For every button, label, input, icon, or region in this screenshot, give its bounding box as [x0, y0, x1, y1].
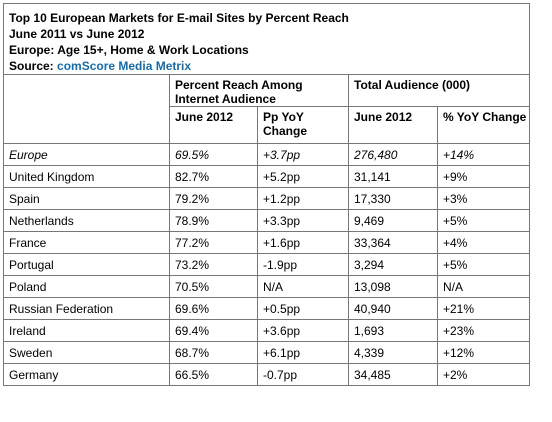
table-body: Europe 69.5% +3.7pp 276,480 +14% United Kingd… [3, 143, 530, 386]
audience-pct-yoy-cell: +2% [437, 363, 530, 386]
table-row: Germany 66.5% -0.7pp 34,485 +2% [3, 363, 530, 386]
subheader-pct-yoy: % YoY Change [437, 106, 530, 144]
reach-june-2012-cell: 78.9% [169, 209, 258, 232]
subheader-pp-yoy: Pp YoY Change [257, 106, 349, 144]
reach-june-2012-cell: 68.7% [169, 341, 258, 364]
audience-pct-yoy-cell: N/A [437, 275, 530, 298]
audience-june-2012-cell: 31,141 [348, 165, 438, 188]
market-name-cell: United Kingdom [3, 165, 170, 188]
reach-june-2012-cell: 82.7% [169, 165, 258, 188]
table-row: Poland 70.5% N/A 13,098 N/A [3, 275, 530, 298]
reach-pp-yoy-cell: +3.7pp [257, 143, 349, 166]
audience-june-2012-cell: 33,364 [348, 231, 438, 254]
audience-pct-yoy-cell: +12% [437, 341, 530, 364]
header-total-audience: Total Audience (000) [348, 74, 530, 107]
audience-pct-yoy-cell: +9% [437, 165, 530, 188]
reach-june-2012-cell: 73.2% [169, 253, 258, 276]
audience-june-2012-cell: 276,480 [348, 143, 438, 166]
market-name-cell: Ireland [3, 319, 170, 342]
title-line-2: June 2011 vs June 2012 [9, 27, 145, 41]
audience-pct-yoy-cell: +21% [437, 297, 530, 320]
audience-pct-yoy-cell: +3% [437, 187, 530, 210]
reach-june-2012-cell: 77.2% [169, 231, 258, 254]
audience-june-2012-cell: 17,330 [348, 187, 438, 210]
market-name-cell: Spain [3, 187, 170, 210]
market-name-cell: Germany [3, 363, 170, 386]
audience-pct-yoy-cell: +4% [437, 231, 530, 254]
reach-pp-yoy-cell: -0.7pp [257, 363, 349, 386]
audience-june-2012-cell: 13,098 [348, 275, 438, 298]
table-row: Portugal 73.2% -1.9pp 3,294 +5% [3, 253, 530, 276]
audience-pct-yoy-cell: +14% [437, 143, 530, 166]
title-line-3: Europe: Age 15+, Home & Work Locations [9, 43, 249, 57]
audience-june-2012-cell: 40,940 [348, 297, 438, 320]
audience-june-2012-cell: 4,339 [348, 341, 438, 364]
audience-pct-yoy-cell: +23% [437, 319, 530, 342]
market-name-cell: Netherlands [3, 209, 170, 232]
table-row: Sweden 68.7% +6.1pp 4,339 +12% [3, 341, 530, 364]
reach-pp-yoy-cell: +1.6pp [257, 231, 349, 254]
table-row: Spain 79.2% +1.2pp 17,330 +3% [3, 187, 530, 210]
market-name-cell: Sweden [3, 341, 170, 364]
reach-pp-yoy-cell: +0.5pp [257, 297, 349, 320]
table-row: United Kingdom 82.7% +5.2pp 31,141 +9% [3, 165, 530, 188]
reach-june-2012-cell: 70.5% [169, 275, 258, 298]
subheader-reach-june: June 2012 [169, 106, 258, 144]
market-name-cell: Russian Federation [3, 297, 170, 320]
reach-pp-yoy-cell: +1.2pp [257, 187, 349, 210]
source-line: Source: comScore Media Metrix [9, 58, 529, 74]
blank-header-cell [3, 74, 170, 144]
market-name-cell: Poland [3, 275, 170, 298]
table-row: Ireland 69.4% +3.6pp 1,693 +23% [3, 319, 530, 342]
source-label: Source: [9, 59, 58, 73]
header-percent-reach: Percent Reach Among Internet Audience [169, 74, 349, 107]
audience-june-2012-cell: 3,294 [348, 253, 438, 276]
reach-pp-yoy-cell: +5.2pp [257, 165, 349, 188]
reach-june-2012-cell: 79.2% [169, 187, 258, 210]
reach-pp-yoy-cell: +3.3pp [257, 209, 349, 232]
table-row: Russian Federation 69.6% +0.5pp 40,940 +21% [3, 297, 530, 320]
reach-pp-yoy-cell: -1.9pp [257, 253, 349, 276]
reach-june-2012-cell: 66.5% [169, 363, 258, 386]
table-row: Europe 69.5% +3.7pp 276,480 +14% [3, 143, 530, 166]
audience-pct-yoy-cell: +5% [437, 209, 530, 232]
title-line-1: Top 10 European Markets for E-mail Sites… [9, 11, 349, 25]
source-name: comScore Media Metrix [57, 59, 192, 73]
reach-pp-yoy-cell: +6.1pp [257, 341, 349, 364]
market-name-cell: France [3, 231, 170, 254]
subheader-audience-june: June 2012 [348, 106, 438, 144]
market-name-cell: Europe [3, 143, 170, 166]
markets-table: Top 10 European Markets for E-mail Sites… [3, 3, 530, 386]
market-name-cell: Portugal [3, 253, 170, 276]
table-row: Netherlands 78.9% +3.3pp 9,469 +5% [3, 209, 530, 232]
reach-pp-yoy-cell: N/A [257, 275, 349, 298]
audience-june-2012-cell: 9,469 [348, 209, 438, 232]
audience-pct-yoy-cell: +5% [437, 253, 530, 276]
reach-pp-yoy-cell: +3.6pp [257, 319, 349, 342]
audience-june-2012-cell: 1,693 [348, 319, 438, 342]
table-row: France 77.2% +1.6pp 33,364 +4% [3, 231, 530, 254]
reach-june-2012-cell: 69.6% [169, 297, 258, 320]
audience-june-2012-cell: 34,485 [348, 363, 438, 386]
reach-june-2012-cell: 69.5% [169, 143, 258, 166]
reach-june-2012-cell: 69.4% [169, 319, 258, 342]
table-title-block: Top 10 European Markets for E-mail Sites… [3, 3, 530, 75]
